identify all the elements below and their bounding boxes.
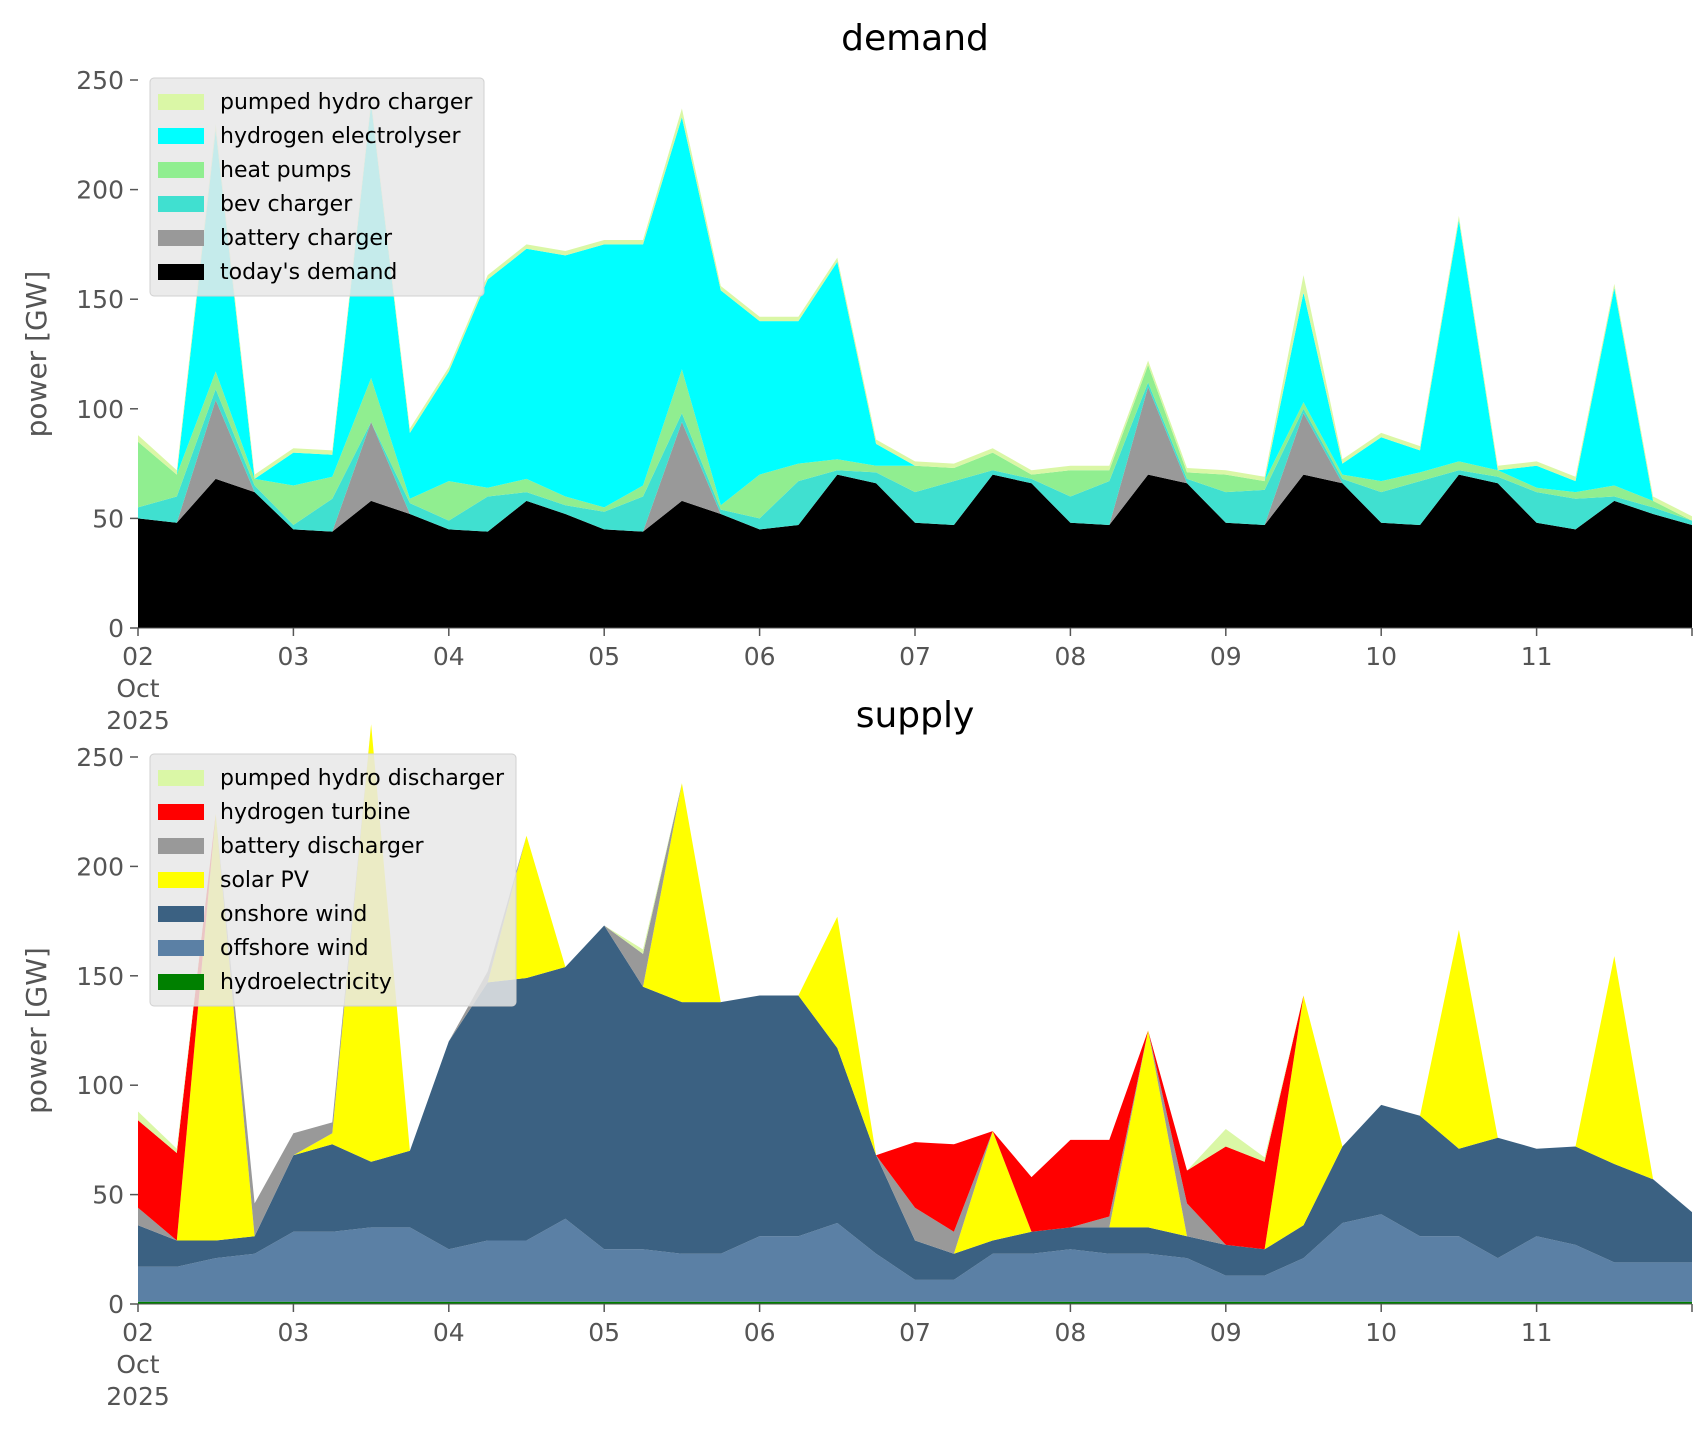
demand-legend-swatch-bev-charger bbox=[158, 196, 204, 212]
supply-x-tick-label: 06 bbox=[744, 1318, 776, 1347]
supply-x-tick-label: 04 bbox=[433, 1318, 465, 1347]
demand-legend-label-battery-charger: battery charger bbox=[220, 226, 393, 251]
supply-y-tick-label: 50 bbox=[92, 1181, 124, 1210]
demand-x-tick-label: 06 bbox=[744, 642, 776, 671]
supply-y-tick-label: 0 bbox=[108, 1290, 124, 1319]
demand-y-tick-label: 200 bbox=[76, 176, 124, 205]
supply-legend-label-offshore-wind: offshore wind bbox=[220, 936, 369, 961]
demand-x-tick-label: 07 bbox=[899, 642, 931, 671]
supply-x-tick-label: 2025 bbox=[106, 1382, 170, 1411]
supply-area-solar-pv bbox=[138, 724, 1692, 1254]
supply-legend-swatch-offshore-wind bbox=[158, 940, 204, 956]
supply-area-onshore-wind bbox=[138, 925, 1692, 1280]
supply-legend-label-pumped-hydro-discharger: pumped hydro discharger bbox=[220, 766, 505, 791]
demand-x-tick-label: 2025 bbox=[106, 706, 170, 735]
demand-x-tick-label: 05 bbox=[588, 642, 620, 671]
demand-y-tick-label: 150 bbox=[76, 285, 124, 314]
demand-area-battery-charger bbox=[138, 386, 1692, 532]
supply-legend-box bbox=[149, 753, 517, 1007]
supply-legend-label-hydroelectricity: hydroelectricity bbox=[220, 970, 392, 995]
supply-area-offshore-wind bbox=[138, 1214, 1692, 1302]
demand-legend-label-bev-charger: bev charger bbox=[220, 192, 353, 217]
supply-legend-label-hydrogen-turbine: hydrogen turbine bbox=[220, 800, 411, 825]
demand-x-tick-label: 11 bbox=[1521, 642, 1553, 671]
supply-legend: pumped hydro discharger hydrogen turbine b… bbox=[149, 753, 517, 1007]
supply-x-tick-label: 11 bbox=[1521, 1318, 1553, 1347]
supply-legend-swatch-pumped-hydro-discharger bbox=[158, 770, 204, 786]
supply-y-axis-label: power [GW] bbox=[20, 947, 53, 1114]
supply-legend-swatch-battery-discharger bbox=[158, 838, 204, 854]
supply-y-tick-label: 150 bbox=[76, 962, 124, 991]
demand-y-tick-label: 50 bbox=[92, 504, 124, 533]
supply-x-tick-label: 07 bbox=[899, 1318, 931, 1347]
supply-legend-label-battery-discharger: battery discharger bbox=[220, 834, 425, 859]
demand-y-tick-label: 250 bbox=[76, 66, 124, 95]
supply-chart-title: supply bbox=[856, 695, 975, 736]
supply-x-tick-label: Oct bbox=[116, 1350, 159, 1379]
demand-legend-label-pumped-hydro-charger: pumped hydro charger bbox=[220, 90, 473, 115]
demand-legend-swatch-battery-charger bbox=[158, 230, 204, 246]
demand-y-tick-label: 0 bbox=[108, 614, 124, 643]
supply-y-tick-label: 100 bbox=[76, 1071, 124, 1100]
demand-x-tick-label: 08 bbox=[1054, 642, 1086, 671]
demand-legend-swatch-heat-pumps bbox=[158, 162, 204, 178]
demand-y-tick-label: 100 bbox=[76, 395, 124, 424]
supply-area-hydrogen-turbine bbox=[138, 724, 1692, 1250]
demand-x-tick-label: 04 bbox=[433, 642, 465, 671]
demand-legend-swatch-hydrogen-electrolyser bbox=[158, 128, 204, 144]
demand-area-hydrogen-electrolyser bbox=[138, 104, 1692, 521]
supply-y-tick-label: 200 bbox=[76, 852, 124, 881]
supply-x-tick-label: 08 bbox=[1054, 1318, 1086, 1347]
demand-x-tick-label: 10 bbox=[1365, 642, 1397, 671]
supply-x-tick-label: 02 bbox=[122, 1318, 154, 1347]
supply-areas bbox=[138, 724, 1692, 1304]
demand-x-tick-label: Oct bbox=[116, 674, 159, 703]
supply-legend-label-solar-pv: solar PV bbox=[220, 868, 309, 893]
supply-legend-swatch-onshore-wind bbox=[158, 906, 204, 922]
supply-legend-label-onshore-wind: onshore wind bbox=[220, 902, 367, 927]
supply-area-hydroelectricity bbox=[138, 1301, 1692, 1304]
demand-legend-box bbox=[149, 77, 485, 297]
supply-x-tick-label: 03 bbox=[277, 1318, 309, 1347]
demand-x-tick-label: 03 bbox=[277, 642, 309, 671]
demand-areas bbox=[138, 99, 1692, 628]
demand-legend-swatch-today-s-demand bbox=[158, 264, 204, 280]
demand-y-axis-label: power [GW] bbox=[20, 271, 53, 438]
demand-area-today-s-demand bbox=[138, 474, 1692, 628]
demand-x-tick-label: 02 bbox=[122, 642, 154, 671]
demand-legend-swatch-pumped-hydro-charger bbox=[158, 94, 204, 110]
demand-legend-label-today-s-demand: today's demand bbox=[220, 260, 397, 285]
supply-x-tick-label: 09 bbox=[1210, 1318, 1242, 1347]
supply-legend-swatch-hydrogen-turbine bbox=[158, 804, 204, 820]
supply-y-tick-label: 250 bbox=[76, 743, 124, 772]
demand-chart-title: demand bbox=[841, 18, 989, 59]
demand-legend-label-hydrogen-electrolyser: hydrogen electrolyser bbox=[220, 124, 461, 149]
supply-x-tick-label: 10 bbox=[1365, 1318, 1397, 1347]
demand-area-bev-charger bbox=[138, 382, 1692, 532]
supply-x-tick-label: 05 bbox=[588, 1318, 620, 1347]
demand-legend: pumped hydro charger hydrogen electrolyse… bbox=[149, 77, 485, 297]
supply-legend-swatch-solar-pv bbox=[158, 872, 204, 888]
demand-legend-label-heat-pumps: heat pumps bbox=[220, 158, 351, 183]
supply-legend-swatch-hydroelectricity bbox=[158, 974, 204, 990]
demand-x-tick-label: 09 bbox=[1210, 642, 1242, 671]
demand-area-heat-pumps bbox=[138, 365, 1692, 525]
